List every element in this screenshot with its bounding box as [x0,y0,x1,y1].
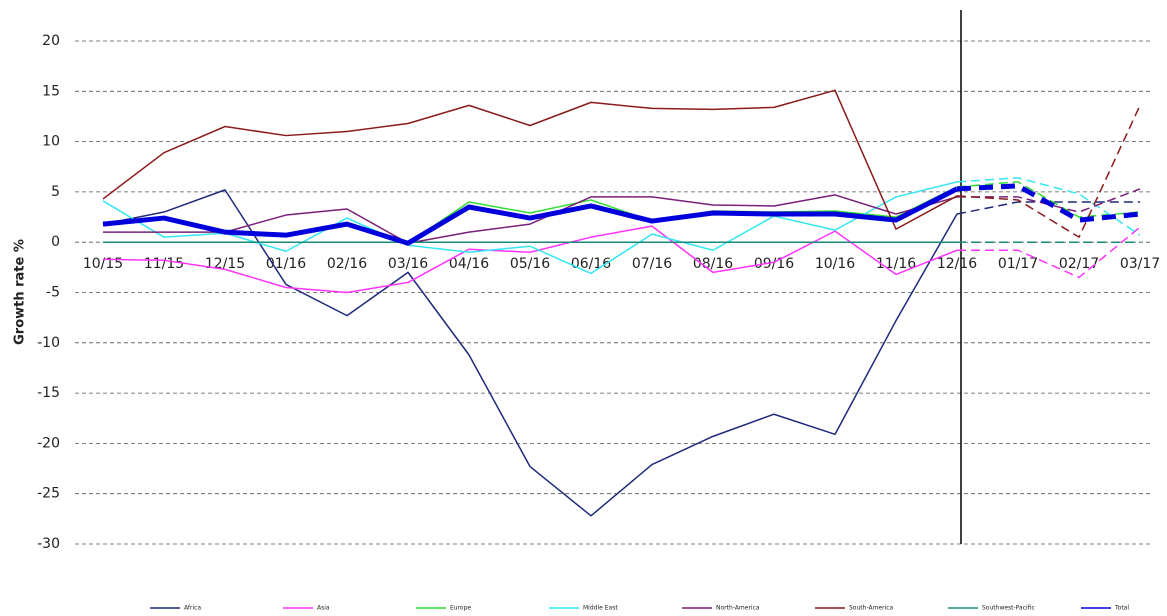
series-line [102,177,1141,275]
y-tick-label: 0 [51,234,60,250]
y-tick-label: -25 [37,486,60,502]
y-tick-label: 10 [42,134,60,150]
legend-label: Southwest-Pacific [982,605,1035,612]
y-tick-label: -30 [37,536,60,552]
y-tick-label: 15 [42,83,60,99]
x-tick-label: 01/17 [998,256,1038,272]
y-axis-title: Growth rate % [13,239,28,345]
x-tick-label: 09/16 [754,256,794,272]
x-tick-label: 10/16 [815,256,855,272]
series-line [103,188,1141,244]
x-tick-label: 10/15 [83,256,123,272]
x-tick-label: 12/16 [937,256,977,272]
x-tick-label: 08/16 [693,256,733,272]
legend-label: Middle East [583,605,618,612]
x-tick-label: 11/15 [144,256,184,272]
x-tick-label: 04/16 [449,256,489,272]
legend: Africa Asia Europe Middle East North-America… [150,605,1129,612]
legend-label: Africa [184,605,201,612]
series-line [102,183,1141,246]
legend-label: North-America [716,605,760,612]
y-tick-label: -15 [37,385,60,401]
y-tick-label: -5 [46,285,60,301]
legend-label: South-America [849,605,894,612]
y-tick-label: 5 [51,184,60,200]
y-tick-label: -10 [37,335,60,351]
y-tick-label: 20 [42,33,60,49]
x-tick-label: 11/16 [876,256,916,272]
x-tick-label: 05/16 [510,256,550,272]
x-tick-label: 07/16 [632,256,672,272]
legend-label: Asia [317,605,330,612]
x-tick-label: 02/16 [327,256,367,272]
x-tick-label: 03/16 [388,256,428,272]
x-tick-label: 02/17 [1059,256,1099,272]
series-line [102,89,1141,238]
legend-label: Total [1114,605,1129,612]
series-line [102,225,1141,294]
y-tick-label: -20 [37,435,60,451]
legend-label: Europe [450,605,471,612]
x-tick-label: 03/17 [1120,256,1160,272]
x-tick-label: 01/16 [266,256,306,272]
series-line [102,189,1140,517]
